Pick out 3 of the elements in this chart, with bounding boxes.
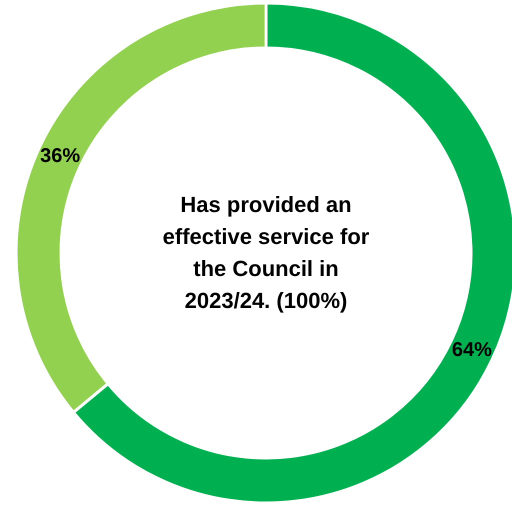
data-label: 36% <box>40 145 80 168</box>
data-label: 64% <box>452 338 492 361</box>
text: Has provided an effective service for the Council in 2023/24. (100%) <box>162 191 370 315</box>
